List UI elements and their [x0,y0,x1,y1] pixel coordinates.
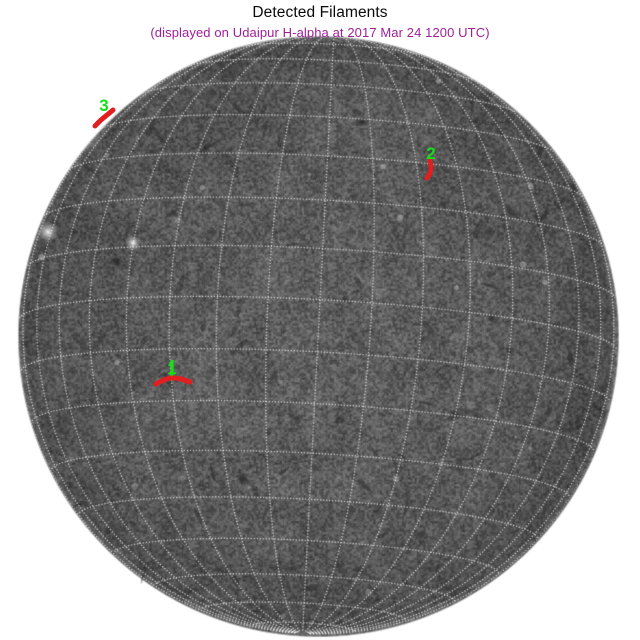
filament-3-label: 3 [99,96,108,115]
filament-2-spine [424,158,434,181]
filament-1-spine [153,375,193,387]
filament-marker-1[interactable]: 1 [153,359,193,387]
filament-2-label: 2 [426,144,435,163]
filament-marker-2[interactable]: 2 [424,144,436,181]
filament-3-spine [92,107,116,129]
filament-marker-3[interactable]: 3 [92,96,116,129]
filament-1-label: 1 [167,359,176,378]
